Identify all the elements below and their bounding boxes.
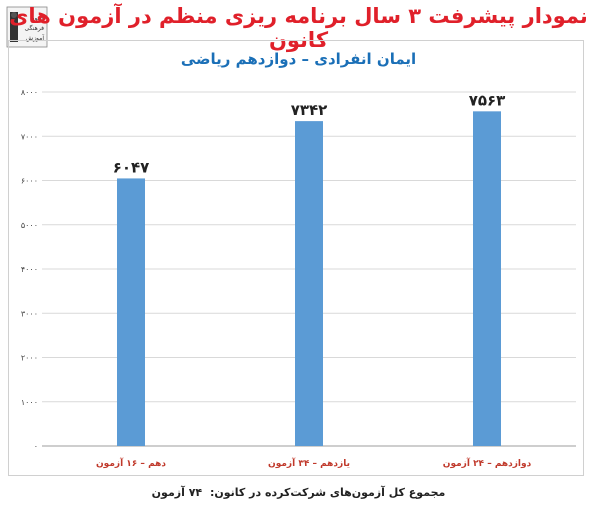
footer-label: مجموع کل آزمون‌های شرکت‌کرده در کانون:: [209, 486, 446, 499]
y-tick-label: ۲۰۰۰: [21, 354, 38, 363]
chart-title: ایمان انفرادی – دوازدهم ریاضی: [180, 50, 417, 68]
bar: [473, 111, 501, 446]
y-tick-label: ۶۰۰۰: [21, 177, 38, 186]
svg-text:آموزش: آموزش: [26, 33, 45, 42]
footer-summary: مجموع کل آزمون‌های شرکت‌کرده در کانون: ۷…: [0, 486, 597, 499]
bar-chart: ۰ ۱۰۰۰ ۲۰۰۰ ۳۰۰۰ ۴۰۰۰ ۵۰۰۰ ۶۰۰۰ ۷۰۰۰ ۸۰۰۰ ۶۰۴۷ دهم…: [21, 88, 576, 469]
footer-value: ۷۴ آزمون: [151, 486, 203, 499]
x-tick-label: یازدهم – ۳۴ آزمون: [268, 457, 350, 469]
bar: [295, 121, 323, 446]
svg-text:کانون: کانون: [30, 15, 44, 22]
y-tick-label: ۸۰۰۰: [21, 88, 38, 97]
y-tick-label: ۳۰۰۰: [21, 309, 38, 318]
y-tick-label: ۵۰۰۰: [21, 221, 38, 230]
y-tick-label: ۰: [34, 442, 38, 451]
data-label: ۶۰۴۷: [113, 158, 150, 176]
chart-frame: [8, 40, 584, 476]
y-tick-label: ۴۰۰۰: [21, 265, 38, 274]
y-tick-label: ۱۰۰۰: [21, 398, 38, 407]
data-label: ۷۳۴۲: [291, 101, 328, 119]
bar: [117, 178, 145, 446]
y-tick-label: ۷۰۰۰: [21, 132, 38, 141]
x-tick-label: دهم – ۱۶ آزمون: [96, 457, 166, 469]
x-tick-label: دوازدهم – ۲۴ آزمون: [443, 457, 532, 469]
data-label: ۷۵۶۳: [469, 91, 506, 109]
svg-text:فرهنگی: فرهنگی: [25, 24, 45, 32]
